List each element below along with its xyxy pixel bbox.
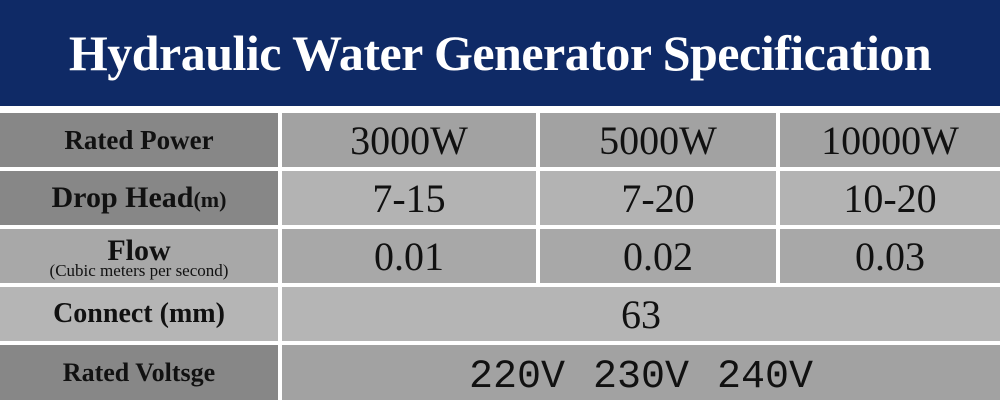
value-cell: 0.02 <box>540 229 776 283</box>
row-label: Drop Head (m) <box>0 171 278 225</box>
row-label: Rated Power <box>0 113 278 167</box>
voltage: 220V <box>468 355 565 400</box>
value-cell: 0.01 <box>282 229 536 283</box>
row-label: Rated Voltsge <box>0 345 278 400</box>
note: (Cubic meters per second) <box>49 260 229 280</box>
row-label: Flow (Cubic meters per second) <box>0 229 278 283</box>
value-cell: 3000W <box>282 113 536 167</box>
label: Flow <box>107 233 171 267</box>
value-cell: 7-20 <box>540 171 776 225</box>
value-cell: 10000W <box>780 113 1000 167</box>
value-cell: 220V 230V 240V <box>282 345 1000 400</box>
value-cell: 10-20 <box>780 171 1000 225</box>
label: Drop Head <box>51 181 194 214</box>
title: Hydraulic Water Generator Specification <box>68 25 932 81</box>
header: Hydraulic Water Generator Specification <box>0 0 1000 106</box>
value-cell: 63 <box>282 287 1000 341</box>
label: Rated Power <box>64 124 214 155</box>
label: Connect (mm) <box>53 298 225 329</box>
voltage: 230V <box>592 355 689 400</box>
label: Rated Voltsge <box>62 357 216 387</box>
unit: (m) <box>193 187 227 212</box>
value-cell: 5000W <box>540 113 776 167</box>
voltage: 240V <box>717 355 814 400</box>
value-cell: 0.03 <box>780 229 1000 283</box>
value-cell: 7-15 <box>282 171 536 225</box>
row-label: Connect (mm) <box>0 287 278 341</box>
